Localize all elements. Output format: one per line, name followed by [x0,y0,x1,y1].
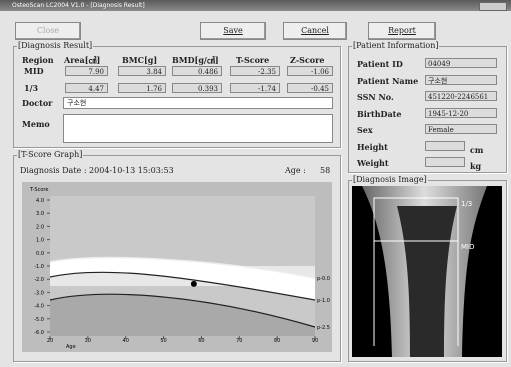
age-label: Age : [285,166,306,175]
field-label: BirthDate [357,109,401,119]
field-label: Patient ID [357,59,403,69]
bone-image [352,186,502,357]
app-window: OsteoScan LC2004 V1.0 - [Diagnosis Resul… [0,0,511,367]
field-value: 04049 [425,58,497,68]
y-axis-label: T-Score [29,187,48,193]
field-label: Weight [357,158,389,168]
y-tick-label: -6.0 [34,330,44,336]
group-title: [Patient Information] [352,41,439,50]
field-value: 451220-2246561 [425,91,497,101]
patient-point [191,281,197,287]
x-axis-label: Age [66,344,76,350]
roi-label: MID [461,243,475,251]
age-value: 58 [320,166,330,175]
y-tick-label: 2.0 [36,224,44,230]
y-tick-label: -5.0 [34,317,44,323]
group-title: [Diagnosis Result] [17,41,93,50]
value-box: -1.06 [287,66,333,76]
curve-label: p-0.0 [317,276,330,282]
button[interactable]: Cancel [283,22,347,40]
group-title: [T-Score Graph] [17,150,83,159]
y-tick-label: 4.0 [36,198,44,204]
value-box: -0.45 [287,83,333,93]
y-tick-label: 3.0 [36,211,44,217]
field-value: Female [425,124,497,134]
y-tick-label: -4.0 [34,304,44,310]
table-header: T-Score [236,55,269,65]
table-header: BMC[g] [122,55,157,65]
y-tick-label: -3.0 [34,290,44,296]
t-score-chart: T-Score Age 4.0 3.0 2.0 1.0 0.0 -1.0 -2.0 -3.0 -4.… [22,182,332,352]
value-box: 0.393 [172,83,222,93]
field-value: 1945-12-20 [425,108,497,118]
table-header: Region [22,55,54,65]
value-box: 7.90 [65,66,108,76]
curve-label: p-2.5 [317,325,330,331]
y-tick-label: -2.0 [34,277,44,283]
value-box: 0.486 [172,66,222,76]
value-box: 1.76 [118,83,166,93]
field-unit: kg [470,161,481,171]
title-bar: OsteoScan LC2004 V1.0 - [Diagnosis Resul… [0,0,511,11]
field-unit: cm [470,145,483,155]
button: Close [15,22,81,40]
y-tick-label: 1.0 [36,238,44,244]
value-box: -1.74 [230,83,280,93]
field-input[interactable] [425,141,465,151]
y-tick-label: 0.0 [36,251,44,257]
value-box: -2.35 [230,66,280,76]
y-tick-label: -1.0 [34,264,44,270]
field-label: Sex [357,125,373,135]
doctor-label: Doctor [22,98,52,108]
value-box: 4.47 [65,83,108,93]
value-box: 3.84 [118,66,166,76]
region-label: MID [24,66,44,76]
roi-label: 1/3 [461,200,472,208]
field-input[interactable] [425,157,465,167]
curve-label: p-1.0 [317,298,330,304]
table-header: Area[㎠] [64,55,100,66]
field-label: Height [357,142,388,152]
table-header: Z-Score [290,55,324,65]
button[interactable]: Report [368,22,436,40]
region-label: 1/3 [24,83,38,93]
group-title: [Diagnosis Image] [352,175,428,184]
doctor-input[interactable]: 구소현 [63,97,333,109]
field-value: 구소현 [425,75,497,85]
window-controls[interactable] [479,2,507,11]
field-label: Patient Name [357,76,418,86]
button[interactable]: Save [200,22,266,40]
table-header: BMD[g/㎠] [172,55,219,66]
diagnosis-date: Diagnosis Date : 2004-10-13 15:03:53 [20,166,174,175]
memo-label: Memo [22,119,50,129]
memo-input[interactable] [63,114,333,143]
field-label: SSN No. [357,92,394,102]
